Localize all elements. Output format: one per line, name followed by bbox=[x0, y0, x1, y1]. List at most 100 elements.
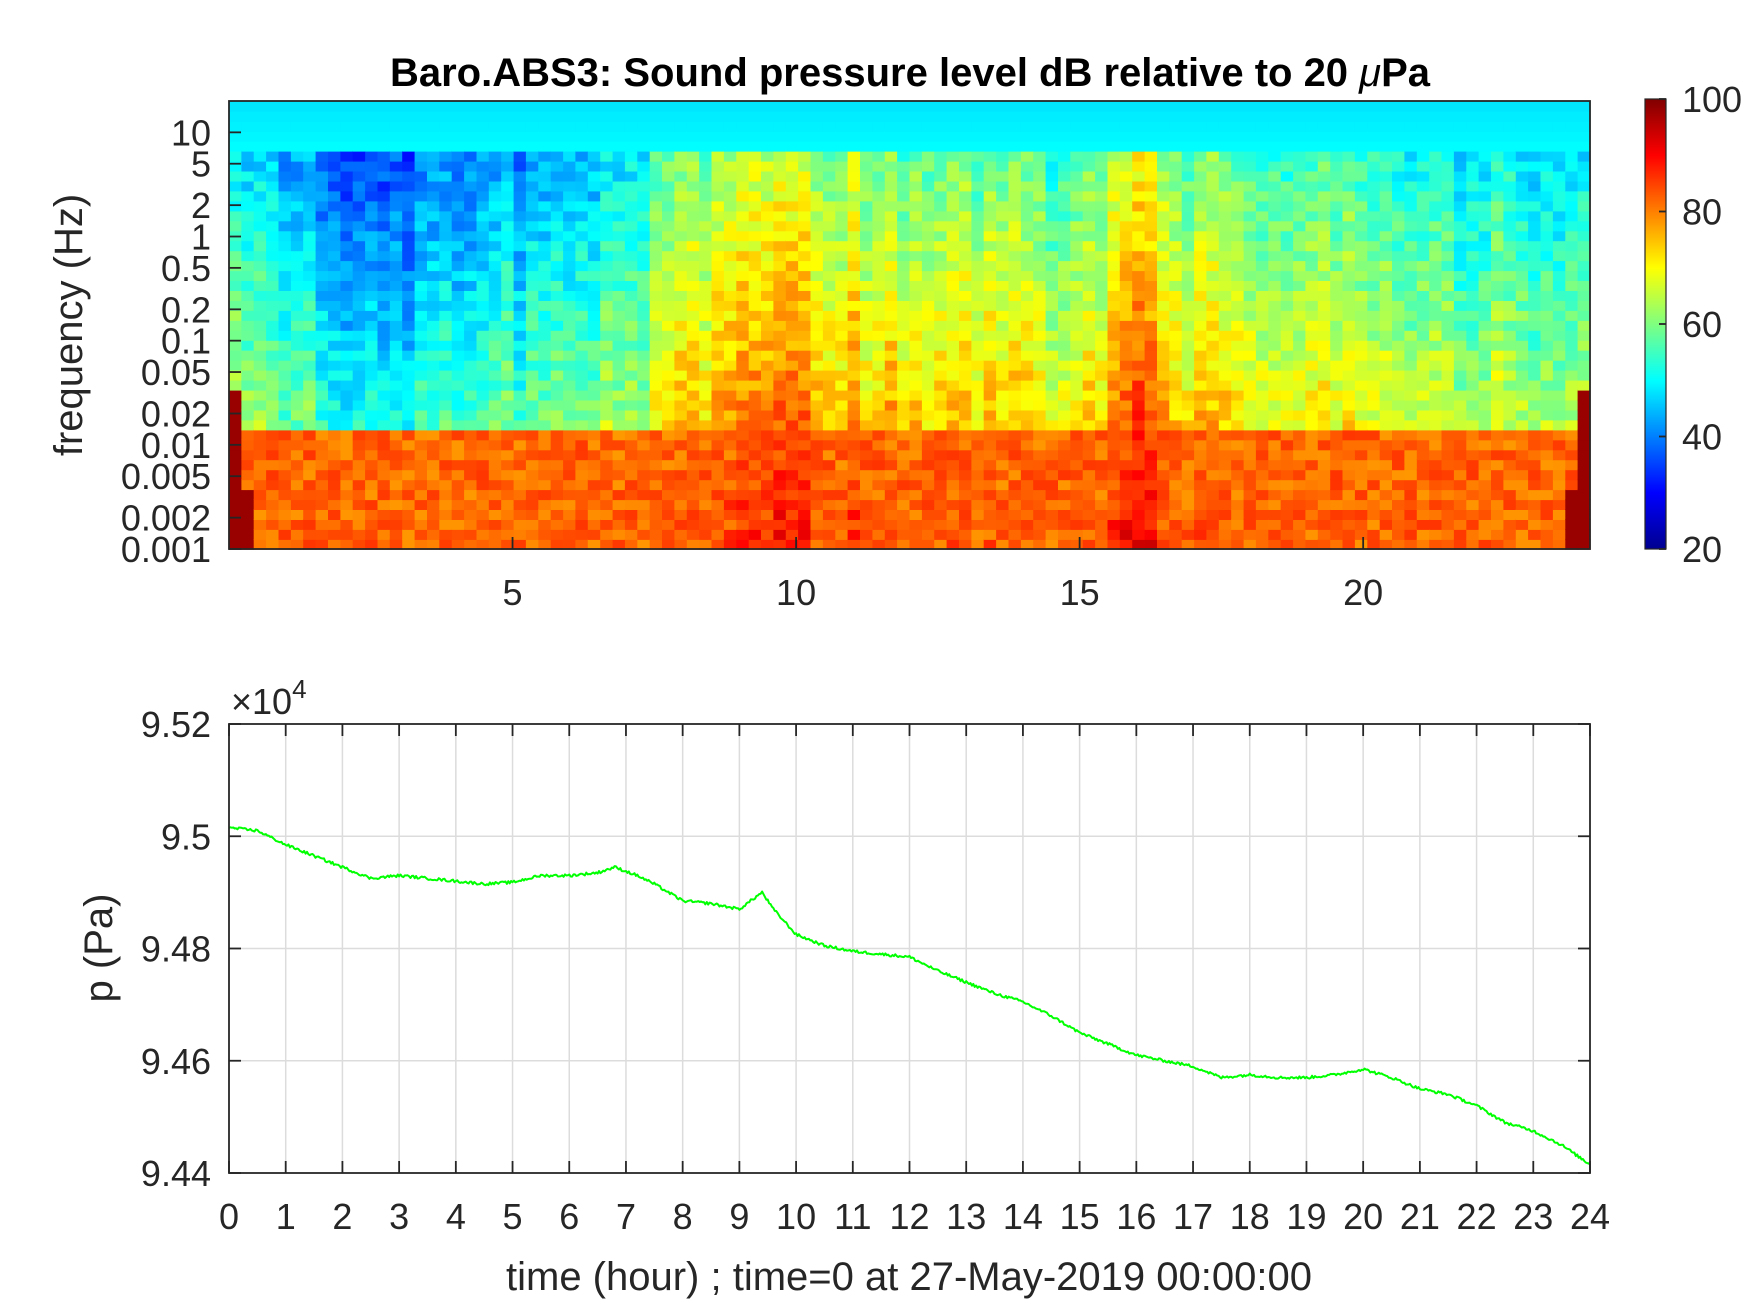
heatmap-cell bbox=[1417, 310, 1430, 321]
heatmap-cell bbox=[1305, 509, 1318, 520]
heatmap-cell bbox=[1169, 380, 1182, 391]
heatmap-cell bbox=[365, 380, 378, 391]
heatmap-cell bbox=[872, 131, 885, 142]
heatmap-cell bbox=[1330, 430, 1343, 441]
heatmap-cell bbox=[279, 131, 292, 142]
heatmap-cell bbox=[934, 161, 947, 172]
heatmap-cell bbox=[241, 350, 254, 361]
heatmap-cell bbox=[378, 390, 391, 401]
heatmap-cell bbox=[674, 240, 687, 251]
heatmap-cell bbox=[353, 330, 366, 341]
heatmap-cell bbox=[291, 459, 304, 470]
heatmap-cell bbox=[514, 151, 527, 162]
heatmap-cell bbox=[1145, 191, 1158, 202]
heatmap-cell bbox=[736, 121, 749, 132]
heatmap-cell bbox=[254, 489, 267, 500]
heatmap-cell bbox=[514, 141, 527, 152]
heatmap-cell bbox=[501, 449, 514, 460]
heatmap-cell bbox=[1392, 121, 1405, 132]
heatmap-cell bbox=[427, 131, 440, 142]
heatmap-cell bbox=[1466, 191, 1479, 202]
heatmap-cell bbox=[353, 499, 366, 510]
heatmap-cell bbox=[934, 320, 947, 331]
heatmap-cell bbox=[1454, 151, 1467, 162]
heatmap-cell bbox=[551, 121, 564, 132]
heatmap-cell bbox=[947, 340, 960, 351]
heatmap-cell bbox=[922, 390, 935, 401]
heatmap-cell bbox=[749, 340, 762, 351]
heatmap-cell bbox=[712, 499, 725, 510]
heatmap-cell bbox=[724, 171, 737, 182]
heatmap-cell bbox=[538, 250, 551, 261]
heatmap-cell bbox=[1281, 509, 1294, 520]
heatmap-cell bbox=[489, 201, 502, 212]
heatmap-cell bbox=[674, 121, 687, 132]
heatmap-cell bbox=[1429, 300, 1442, 311]
heatmap-cell bbox=[971, 221, 984, 232]
heatmap-cell bbox=[1033, 410, 1046, 421]
heatmap-cell bbox=[551, 260, 564, 271]
heatmap-cell bbox=[1516, 370, 1529, 381]
heatmap-cell bbox=[1182, 201, 1195, 212]
heatmap-cell bbox=[736, 370, 749, 381]
heatmap-cell bbox=[1157, 479, 1170, 490]
heatmap-cell bbox=[724, 121, 737, 132]
heatmap-cell bbox=[1454, 300, 1467, 311]
heatmap-cell bbox=[860, 489, 873, 500]
heatmap-cell bbox=[1343, 171, 1356, 182]
heatmap-cell bbox=[637, 211, 650, 222]
heatmap-cell bbox=[910, 111, 923, 122]
heatmap-cell bbox=[1070, 310, 1083, 321]
heatmap-cell bbox=[1083, 489, 1096, 500]
heatmap-cell bbox=[241, 449, 254, 460]
heatmap-cell bbox=[1392, 430, 1405, 441]
heatmap-cell bbox=[489, 101, 502, 112]
heatmap-cell bbox=[1429, 449, 1442, 460]
heatmap-cell bbox=[947, 181, 960, 192]
heatmap-cell bbox=[1367, 320, 1380, 331]
heatmap-cell bbox=[1070, 330, 1083, 341]
heatmap-cell bbox=[1442, 499, 1455, 510]
heatmap-cell bbox=[1355, 380, 1368, 391]
heatmap-cell bbox=[910, 400, 923, 411]
heatmap-cell bbox=[1479, 529, 1492, 540]
heatmap-cell bbox=[1516, 320, 1529, 331]
heatmap-cell bbox=[575, 459, 588, 470]
heatmap-cell bbox=[811, 430, 824, 441]
heatmap-cell bbox=[1083, 221, 1096, 232]
heatmap-cell bbox=[303, 131, 316, 142]
heatmap-cell bbox=[526, 161, 539, 172]
heatmap-cell bbox=[1157, 400, 1170, 411]
heatmap-cell bbox=[1021, 131, 1034, 142]
heatmap-cell bbox=[229, 280, 242, 291]
heatmap-cell bbox=[848, 260, 861, 271]
heatmap-cell bbox=[1169, 479, 1182, 490]
heatmap-cell bbox=[699, 370, 712, 381]
heatmap-cell bbox=[501, 290, 514, 301]
heatmap-cell bbox=[600, 201, 613, 212]
heatmap-cell bbox=[1565, 449, 1578, 460]
heatmap-cell bbox=[1244, 400, 1257, 411]
heatmap-cell bbox=[563, 489, 576, 500]
heatmap-cell bbox=[1541, 380, 1554, 391]
heatmap-cell bbox=[452, 449, 465, 460]
heatmap-cell bbox=[897, 529, 910, 540]
heatmap-cell bbox=[526, 260, 539, 271]
heatmap-cell bbox=[303, 221, 316, 232]
heatmap-cell bbox=[1367, 509, 1380, 520]
heatmap-cell bbox=[439, 270, 452, 281]
heatmap-cell bbox=[1231, 489, 1244, 500]
heatmap-cell bbox=[1244, 161, 1257, 172]
heatmap-cell bbox=[477, 340, 490, 351]
heatmap-cell bbox=[1281, 390, 1294, 401]
heatmap-cell bbox=[588, 499, 601, 510]
heatmap-cell bbox=[984, 330, 997, 341]
heatmap-cell bbox=[947, 260, 960, 271]
heatmap-cell bbox=[1219, 191, 1232, 202]
heatmap-cell bbox=[1565, 420, 1578, 431]
heatmap-cell bbox=[464, 131, 477, 142]
heatmap-cell bbox=[600, 469, 613, 480]
heatmap-cell bbox=[365, 340, 378, 351]
heatmap-cell bbox=[922, 270, 935, 281]
heatmap-cell bbox=[1281, 310, 1294, 321]
